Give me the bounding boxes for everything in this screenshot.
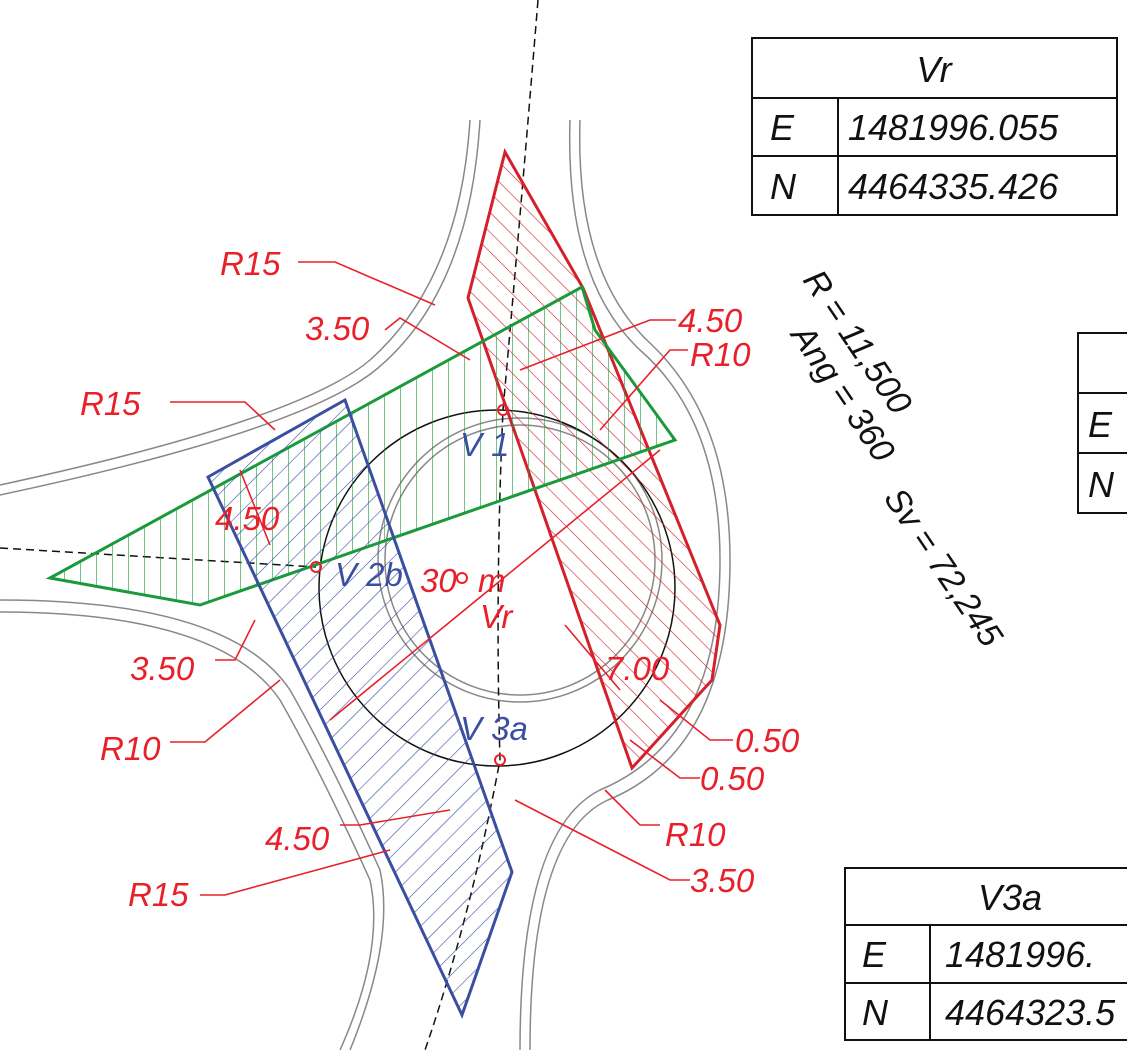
annotations: R = 11,500 Ang = 360 Sv = 72,245 (782, 263, 1010, 654)
cell: 1481996.055 (848, 107, 1059, 148)
label: m (478, 562, 506, 599)
table-v3a: V3a E 1481996. N 4464323.5 (844, 867, 1127, 1041)
cell: E (1088, 404, 1113, 445)
label: 7.00 (605, 650, 670, 687)
label: 0.50 (735, 722, 800, 759)
label: 0.50 (700, 760, 765, 797)
cell: N (1088, 464, 1115, 505)
cell: E (862, 934, 887, 975)
cell: 1481996. (945, 934, 1095, 975)
label: 4.50 (265, 820, 330, 857)
label: V 3a (460, 710, 528, 747)
table-title: V3a (978, 877, 1042, 918)
label: 3.50 (130, 650, 195, 687)
label: 4.50 (215, 500, 280, 537)
label: 4.50 (678, 302, 743, 339)
label: 30 (420, 562, 457, 599)
table-title: Vr (916, 49, 953, 90)
labels: R15 3.50 4.50 R10 R15 4.50 V 1 V 2b 30 m… (80, 245, 800, 913)
label: 3.50 (690, 862, 755, 899)
label: Vr (480, 598, 514, 635)
cell: 4464335.426 (848, 166, 1059, 207)
region-v3a (206, 397, 514, 1019)
leaders (170, 261, 733, 896)
label: R10 (665, 816, 726, 853)
table-2: E N (1077, 332, 1127, 514)
cell: N (862, 992, 889, 1033)
table-vr: Vr E 1481996.055 N 4464335.426 (751, 37, 1118, 216)
roads (0, 119, 731, 1050)
label: R15 (220, 245, 281, 282)
label: 3.50 (305, 310, 370, 347)
label: R10 (690, 336, 751, 373)
label: V 1 (460, 426, 510, 463)
cell: 4464323.5 (945, 992, 1116, 1033)
label: R15 (128, 876, 189, 913)
annotation: Sv = 72,245 (876, 481, 1010, 654)
cell: E (770, 107, 795, 148)
label: V 2b (335, 556, 403, 593)
label: R10 (100, 730, 161, 767)
markers (310, 404, 509, 766)
cell: N (770, 166, 797, 207)
label: R15 (80, 385, 141, 422)
